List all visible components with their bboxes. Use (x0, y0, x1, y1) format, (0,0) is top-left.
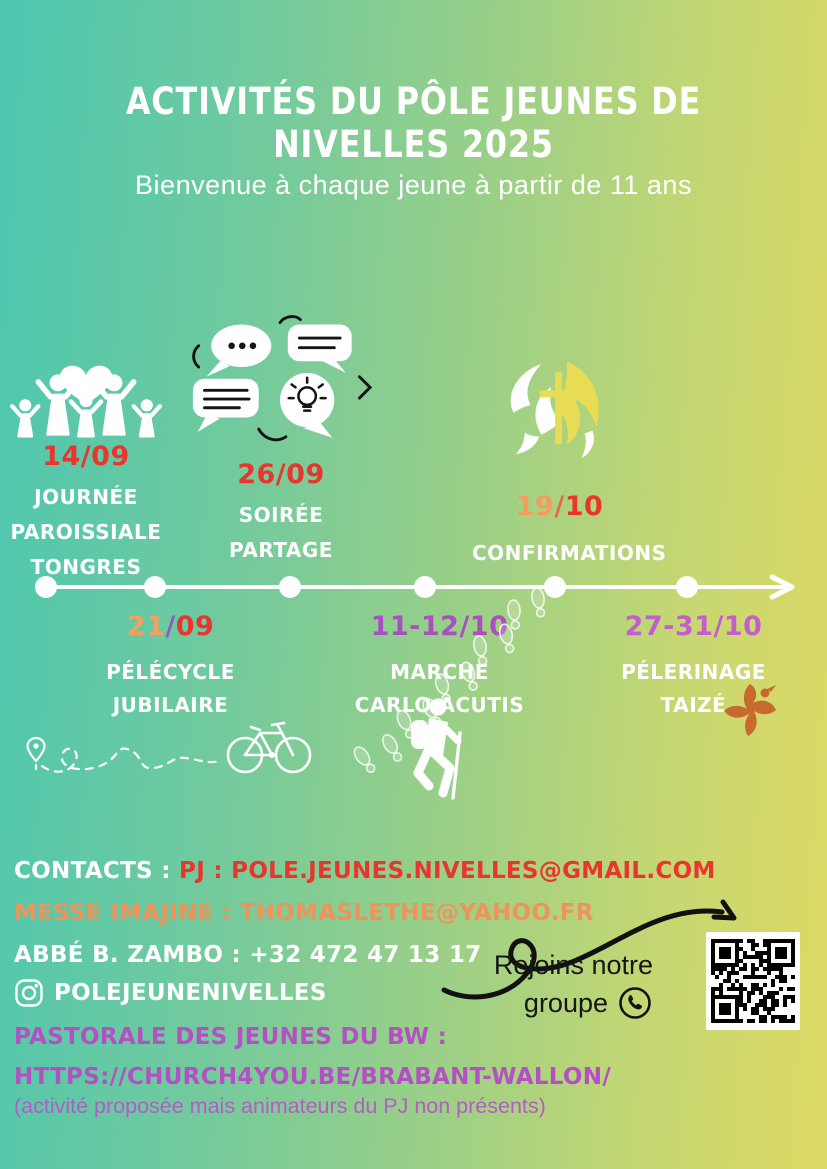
speech-bubbles-icon (186, 314, 376, 460)
phone-icon (617, 985, 653, 1021)
family-heart-icon (6, 352, 166, 442)
taize-dove-icon (724, 684, 776, 736)
timeline-event-journee-paroissiale: 14/09 JOURNÉE PAROISSIALE TONGRES (6, 352, 166, 585)
timeline-axis (35, 574, 795, 600)
event-date: 26/09 (237, 459, 325, 490)
join-group-line2: groupe (523, 988, 608, 1018)
contact-line-instagram: POLEJEUNENIVELLES (14, 978, 327, 1008)
confirmation-dove-cross-icon (472, 356, 647, 470)
timeline-event-confirmations: 19/10 CONFIRMATIONS (472, 356, 667, 571)
event-label: PÉLERINAGE TAIZÉ (621, 660, 766, 717)
event-label: CONFIRMATIONS (472, 541, 667, 565)
join-group-text: Rejoins notre groupe (448, 946, 653, 1022)
contact-line-pj: CONTACTS : PJ : POLE.JEUNES.NIVELLES@GMA… (14, 858, 716, 884)
event-date: 19/10 (515, 491, 604, 522)
contacts-label: CONTACTS : (14, 858, 180, 884)
join-group-line1: Rejoins notre (493, 950, 653, 980)
bicycle-route-icon (26, 721, 312, 774)
qr-code-pattern (711, 939, 795, 1023)
event-label: PÉLÉCYCLE JUBILAIRE (106, 660, 235, 717)
timeline-event-pelerinage-taize: 27-31/10 PÉLERINAGE TAIZÉ (606, 612, 781, 722)
timeline-event-pelecycle: 21/09 PÉLÉCYCLE JUBILAIRE (88, 612, 253, 722)
subtitle: Bienvenue à chaque jeune à partir de 11 … (135, 170, 692, 200)
event-date: 27-31/10 (624, 611, 763, 642)
activity-note: (activité proposée mais animateurs du PJ… (14, 1094, 546, 1118)
event-date: 21/09 (126, 611, 215, 642)
event-date: 14/09 (42, 441, 130, 472)
event-label: JOURNÉE PAROISSIALE TONGRES (10, 485, 162, 579)
qr-code (706, 932, 800, 1030)
timeline-event-marche-carlo-acutis: 11-12/10 MARCHE CARLO ACUTIS (352, 612, 527, 722)
contact-line-messe-imajine: MESSE IMAJINE : THOMASLETHE@YAHOO.FR (14, 900, 594, 926)
instagram-handle: POLEJEUNENIVELLES (54, 980, 327, 1006)
event-label: MARCHE CARLO ACUTIS (354, 660, 525, 717)
contact-line-abbe-zambo: ABBÉ B. ZAMBO : +32 472 47 13 17 (14, 942, 482, 968)
hiker-icon (411, 698, 462, 800)
contact-line-pastorale-url: HTTPS://CHURCH4YOU.BE/BRABANT-WALLON/ (14, 1064, 612, 1090)
footprints-icon (353, 588, 546, 773)
instagram-icon (14, 978, 44, 1008)
event-label: SOIRÉE PARTAGE (229, 503, 333, 562)
contact-line-pastorale: PASTORALE DES JEUNES DU BW : (14, 1024, 448, 1050)
timeline-event-soiree-partage: 26/09 SOIRÉE PARTAGE (186, 314, 376, 568)
doodle-arrow-icon (441, 899, 737, 1000)
page-title: ACTIVITÉS DU PÔLE JEUNES DE NIVELLES 202… (125, 80, 702, 166)
event-date: 11-12/10 (370, 611, 509, 642)
pj-email: PJ : POLE.JEUNES.NIVELLES@GMAIL.COM (179, 858, 716, 884)
